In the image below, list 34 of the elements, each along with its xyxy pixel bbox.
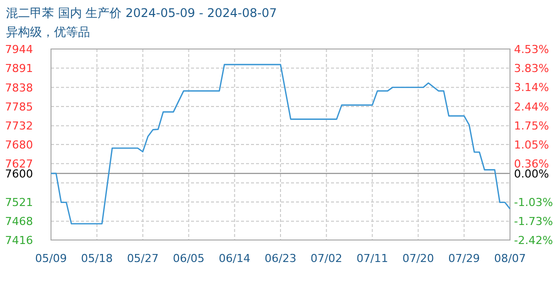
y-tick-label: 7416: [5, 234, 33, 247]
y-tick-label: 7891: [5, 62, 33, 76]
line-series: [50, 64, 511, 224]
x-tick-label: 05/27: [126, 252, 159, 265]
chart-title: 混二甲苯 国内 生产价 2024-05-09 - 2024-08-07: [6, 6, 277, 20]
x-tick-label: 07/02: [310, 252, 342, 265]
y-tick-label: 7600: [5, 167, 33, 180]
y2-tick-label: 3.14%: [514, 81, 549, 94]
x-tick-label: 06/23: [264, 252, 296, 265]
y-tick-label: 7732: [5, 120, 33, 133]
x-tick-label: 08/07: [494, 252, 526, 265]
y2-tick-label: -1.73%: [514, 215, 553, 228]
y-tick-label: 7521: [5, 196, 33, 210]
y2-tick-label: -1.03%: [514, 196, 553, 209]
x-tick-label: 07/29: [448, 252, 480, 265]
y-tick-label: 7944: [5, 43, 33, 56]
x-tick-label: 05/18: [81, 252, 113, 265]
x-tick-label: 06/14: [218, 252, 250, 265]
x-tick-label: 06/05: [172, 252, 205, 265]
y-tick-label: 7838: [5, 81, 33, 94]
y-tick-label: 7680: [5, 138, 33, 152]
y2-tick-label: -2.42%: [514, 234, 553, 247]
y2-tick-label: 1.05%: [514, 138, 549, 152]
chart-subtitle: 异构级，优等品: [6, 25, 90, 39]
x-tick-label: 05/09: [35, 252, 67, 265]
y-tick-label: 7785: [5, 100, 33, 114]
x-tick-label: 07/20: [402, 252, 434, 265]
y2-tick-label: 3.83%: [514, 62, 549, 76]
y-tick-label: 7468: [5, 215, 33, 228]
x-tick-label: 07/11: [356, 252, 388, 265]
y2-tick-label: 2.44%: [514, 100, 549, 114]
y2-tick-label: 4.53%: [514, 43, 549, 56]
y2-tick-label: 1.75%: [514, 119, 549, 132]
y2-tick-label: 0.00%: [514, 167, 549, 180]
